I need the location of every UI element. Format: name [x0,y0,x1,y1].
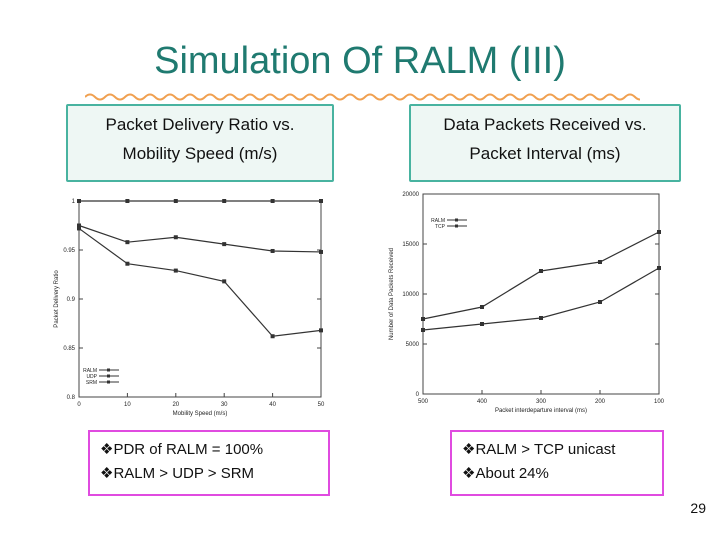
data-point-ralm [657,230,661,234]
data-point-tcp [480,322,484,326]
series-line-tcp [422,267,660,331]
x-axis-label: Mobility Speed (m/s) [173,411,228,417]
right-note-1: ❖RALM > TCP unicast [462,441,616,458]
x-tick-label: 20 [172,402,179,408]
bullet-icon: ❖ [462,441,476,458]
y-axis-label: Packet Delivery Ratio [54,270,60,328]
x-tick-label: 10 [124,402,131,408]
right-caption-line2: Packet Interval (ms) [469,144,621,163]
data-point-udp [173,235,178,240]
data-point-ralm [222,199,227,203]
legend-marker [107,368,110,372]
left-note-1: ❖PDR of RALM = 100% [100,441,264,458]
data-point-ralm [480,305,484,309]
data-point-srm [319,328,323,333]
x-tick-label: 100 [654,399,665,405]
series-line-udp [78,224,322,253]
y-tick-label: 0.8 [67,395,76,401]
x-tick-label: 200 [595,399,606,405]
bullet-icon: ❖ [100,441,114,458]
y-tick-label: 15000 [402,242,419,248]
plot-frame-0 [78,200,322,398]
right-chart-caption: Data Packets Received vs. Packet Interva… [409,104,681,182]
bullet-icon: ❖ [100,465,114,482]
data-point-ralm [598,260,602,264]
legend-label: TCP [435,224,446,230]
y-tick-label: 1 [72,199,76,205]
data-point-udp [222,242,227,247]
y-tick-label: 0.85 [63,346,75,352]
legend-label: RALM [83,368,97,374]
x-tick-label: 30 [221,402,228,408]
left-notes: ❖PDR of RALM = 100% ❖RALM > UDP > SRM [88,430,330,496]
right-note-2: ❖About 24% [462,465,549,482]
left-caption-line2: Mobility Speed (m/s) [122,144,278,163]
left-note-2: ❖RALM > UDP > SRM [100,465,255,482]
data-point-udp [270,248,275,253]
legend-label: SRM [86,380,97,386]
x-tick-label: 500 [418,399,429,405]
data-point-udp [125,240,130,245]
data-point-udp [77,223,81,228]
plot-frame-1 [422,193,660,395]
bullet-icon: ❖ [462,465,476,482]
series-line-ralm [422,231,660,320]
data-point-ralm [421,317,425,321]
data-point-tcp [657,266,661,270]
legend-label: RALM [431,218,445,224]
right-caption-line1: Data Packets Received vs. [443,115,647,134]
data-point-ralm [173,199,178,203]
data-point-ralm [270,199,275,203]
series-line-srm [78,227,322,337]
page-number: 29 [690,500,706,516]
right-notes: ❖RALM > TCP unicast ❖About 24% [450,430,664,496]
data-point-ralm [539,269,543,273]
legend-marker [455,224,458,228]
left-chart-caption: Packet Delivery Ratio vs. Mobility Speed… [66,104,334,182]
y-tick-label: 10000 [402,292,419,298]
data-point-ralm [319,199,323,203]
data-point-srm [125,261,130,266]
title-underline-wave [85,93,640,101]
slide-title: Simulation Of RALM (III) [154,40,566,82]
y-tick-label: 0.9 [67,297,76,303]
data-point-srm [222,279,227,284]
data-point-tcp [598,300,602,304]
legend-marker [107,380,110,384]
data-point-udp [319,249,323,254]
data-point-srm [173,268,178,273]
legend-marker [455,218,458,222]
data-point-ralm [125,199,130,203]
y-axis-label: Number of Data Packets Received [389,248,395,340]
x-tick-label: 300 [536,399,547,405]
x-tick-label: 50 [318,402,325,408]
y-tick-label: 0.95 [63,248,75,254]
data-point-tcp [539,316,543,320]
data-point-tcp [421,328,425,332]
data-point-srm [270,334,275,339]
x-tick-label: 400 [477,399,488,405]
legend-marker [107,374,110,378]
x-tick-label: 0 [77,402,81,408]
legend-label: UDP [86,374,97,380]
y-tick-label: 0 [416,392,420,398]
x-axis-label: Packet interdeparture interval (ms) [495,408,587,414]
x-tick-label: 40 [269,402,276,408]
y-tick-label: 5000 [406,342,420,348]
left-caption-line1: Packet Delivery Ratio vs. [105,115,295,134]
data-point-srm [77,226,81,231]
data-point-ralm [77,199,81,203]
y-tick-label: 20000 [402,192,419,198]
